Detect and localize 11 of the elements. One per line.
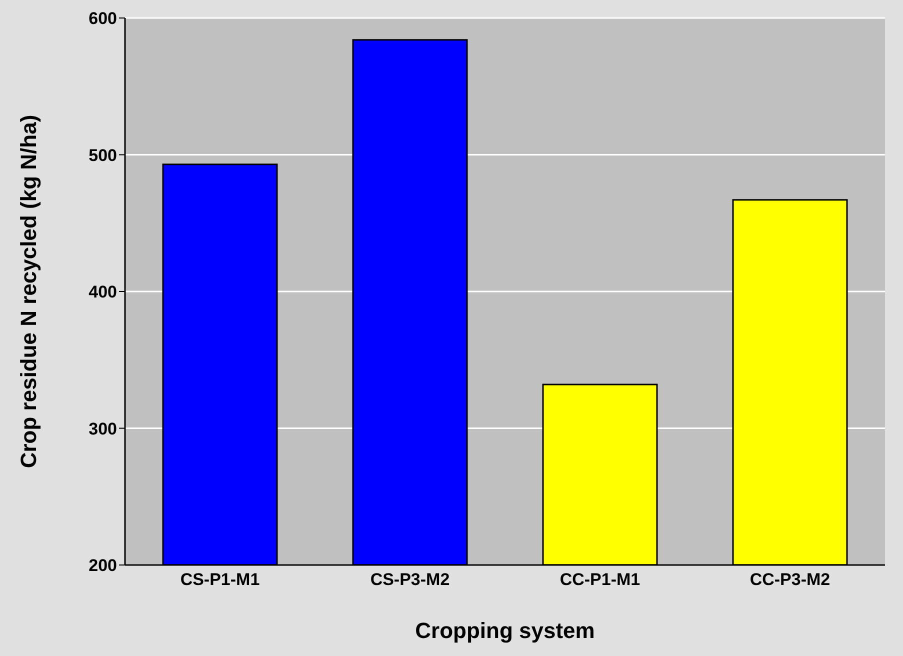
y-tick-label: 500	[88, 146, 117, 165]
x-tick-label: CC-P3-M2	[750, 570, 830, 590]
x-tick-label: CS-P3-M2	[370, 570, 450, 590]
x-axis-title: Cropping system	[415, 618, 595, 643]
x-tick-label: CC-P1-M1	[560, 570, 640, 590]
y-tick-label: 600	[88, 9, 117, 28]
y-tick-label: 400	[88, 282, 117, 302]
y-axis-title: Crop residue N recycled (kg N/ha)	[16, 114, 41, 468]
y-tick-label: 200	[88, 556, 117, 576]
x-tick-label: CS-P1-M1	[180, 570, 260, 590]
y-tick-label: 300	[88, 419, 117, 438]
